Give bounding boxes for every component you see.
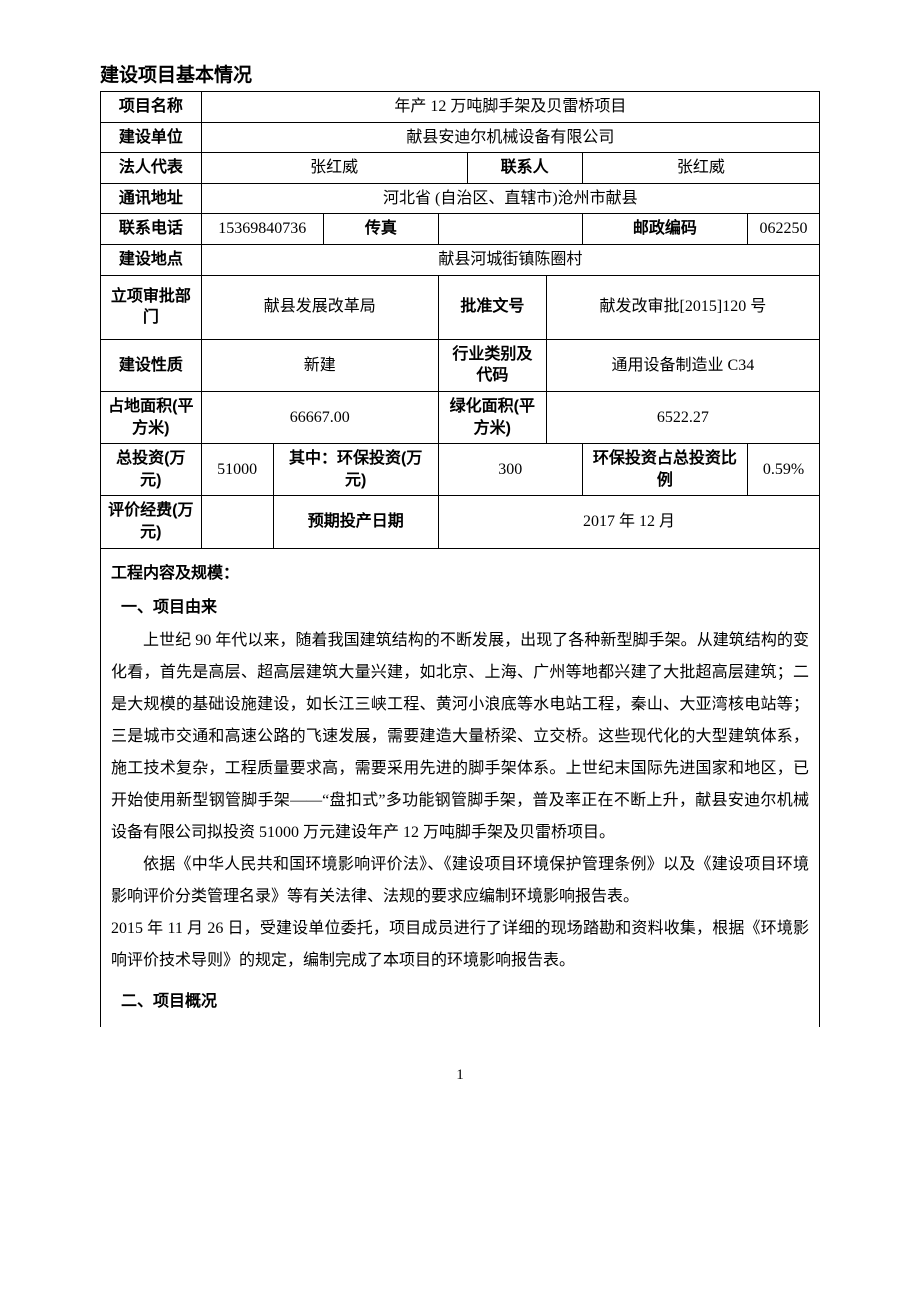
value-phone: 15369840736 (201, 214, 323, 245)
label-construction-unit: 建设单位 (101, 122, 202, 153)
table-row: 法人代表 张红威 联系人 张红威 (101, 153, 820, 184)
value-fax (438, 214, 582, 245)
label-nature: 建设性质 (101, 339, 202, 391)
value-contact-person: 张红威 (582, 153, 819, 184)
value-postal-code: 062250 (748, 214, 820, 245)
table-row: 评价经费(万元) 预期投产日期 2017 年 12 月 (101, 496, 820, 548)
section-title: 建设项目基本情况 (100, 60, 820, 87)
label-contact-person: 联系人 (467, 153, 582, 184)
value-eval-fee (201, 496, 273, 548)
label-approval-no: 批准文号 (438, 275, 546, 339)
value-industry: 通用设备制造业 C34 (546, 339, 819, 391)
content-area: 工程内容及规模： 一、项目由来 上世纪 90 年代以来，随着我国建筑结构的不断发… (100, 549, 820, 1027)
value-total-invest: 51000 (201, 444, 273, 496)
value-approval-no: 献发改审批[2015]120 号 (546, 275, 819, 339)
table-row: 建设地点 献县河城街镇陈圈村 (101, 244, 820, 275)
table-row: 建设单位 献县安迪尔机械设备有限公司 (101, 122, 820, 153)
table-row: 建设性质 新建 行业类别及代码 通用设备制造业 C34 (101, 339, 820, 391)
page-number: 1 (100, 1067, 820, 1084)
table-row: 联系电话 15369840736 传真 邮政编码 062250 (101, 214, 820, 245)
label-project-name: 项目名称 (101, 92, 202, 123)
label-address: 通讯地址 (101, 183, 202, 214)
table-row: 立项审批部门 献县发展改革局 批准文号 献发改审批[2015]120 号 (101, 275, 820, 339)
value-env-ratio: 0.59% (748, 444, 820, 496)
label-approval-dept: 立项审批部门 (101, 275, 202, 339)
paragraph-1: 上世纪 90 年代以来，随着我国建筑结构的不断发展，出现了各种新型脚手架。从建筑… (111, 625, 809, 849)
paragraph-2: 依据《中华人民共和国环境影响评价法》、《建设项目环境保护管理条例》以及《建设项目… (111, 849, 809, 913)
label-phone: 联系电话 (101, 214, 202, 245)
value-site: 献县河城街镇陈圈村 (201, 244, 819, 275)
table-row: 总投资(万元) 51000 其中：环保投资(万元) 300 环保投资占总投资比例… (101, 444, 820, 496)
table-row: 项目名称 年产 12 万吨脚手架及贝雷桥项目 (101, 92, 820, 123)
label-legal-rep: 法人代表 (101, 153, 202, 184)
label-green-area: 绿化面积(平方米) (438, 391, 546, 443)
value-expected-date: 2017 年 12 月 (438, 496, 819, 548)
value-legal-rep: 张红威 (201, 153, 467, 184)
label-eval-fee: 评价经费(万元) (101, 496, 202, 548)
sub-heading-1: 一、项目由来 (121, 593, 809, 617)
label-industry: 行业类别及代码 (438, 339, 546, 391)
label-expected-date: 预期投产日期 (273, 496, 438, 548)
label-postal-code: 邮政编码 (582, 214, 747, 245)
value-nature: 新建 (201, 339, 438, 391)
value-address: 河北省 (自治区、直辖市)沧州市献县 (201, 183, 819, 214)
label-env-invest: 其中：环保投资(万元) (273, 444, 438, 496)
content-heading: 工程内容及规模： (111, 559, 809, 583)
label-total-invest: 总投资(万元) (101, 444, 202, 496)
value-land-area: 66667.00 (201, 391, 438, 443)
label-env-ratio: 环保投资占总投资比例 (582, 444, 747, 496)
value-env-invest: 300 (438, 444, 582, 496)
sub-heading-2: 二、项目概况 (121, 987, 809, 1011)
value-green-area: 6522.27 (546, 391, 819, 443)
label-land-area: 占地面积(平方米) (101, 391, 202, 443)
table-row: 通讯地址 河北省 (自治区、直辖市)沧州市献县 (101, 183, 820, 214)
paragraph-3: 2015 年 11 月 26 日，受建设单位委托，项目成员进行了详细的现场踏勘和… (111, 913, 809, 977)
value-construction-unit: 献县安迪尔机械设备有限公司 (201, 122, 819, 153)
project-info-table: 项目名称 年产 12 万吨脚手架及贝雷桥项目 建设单位 献县安迪尔机械设备有限公… (100, 91, 820, 549)
value-project-name: 年产 12 万吨脚手架及贝雷桥项目 (201, 92, 819, 123)
label-fax: 传真 (323, 214, 438, 245)
value-approval-dept: 献县发展改革局 (201, 275, 438, 339)
label-site: 建设地点 (101, 244, 202, 275)
table-row: 占地面积(平方米) 66667.00 绿化面积(平方米) 6522.27 (101, 391, 820, 443)
